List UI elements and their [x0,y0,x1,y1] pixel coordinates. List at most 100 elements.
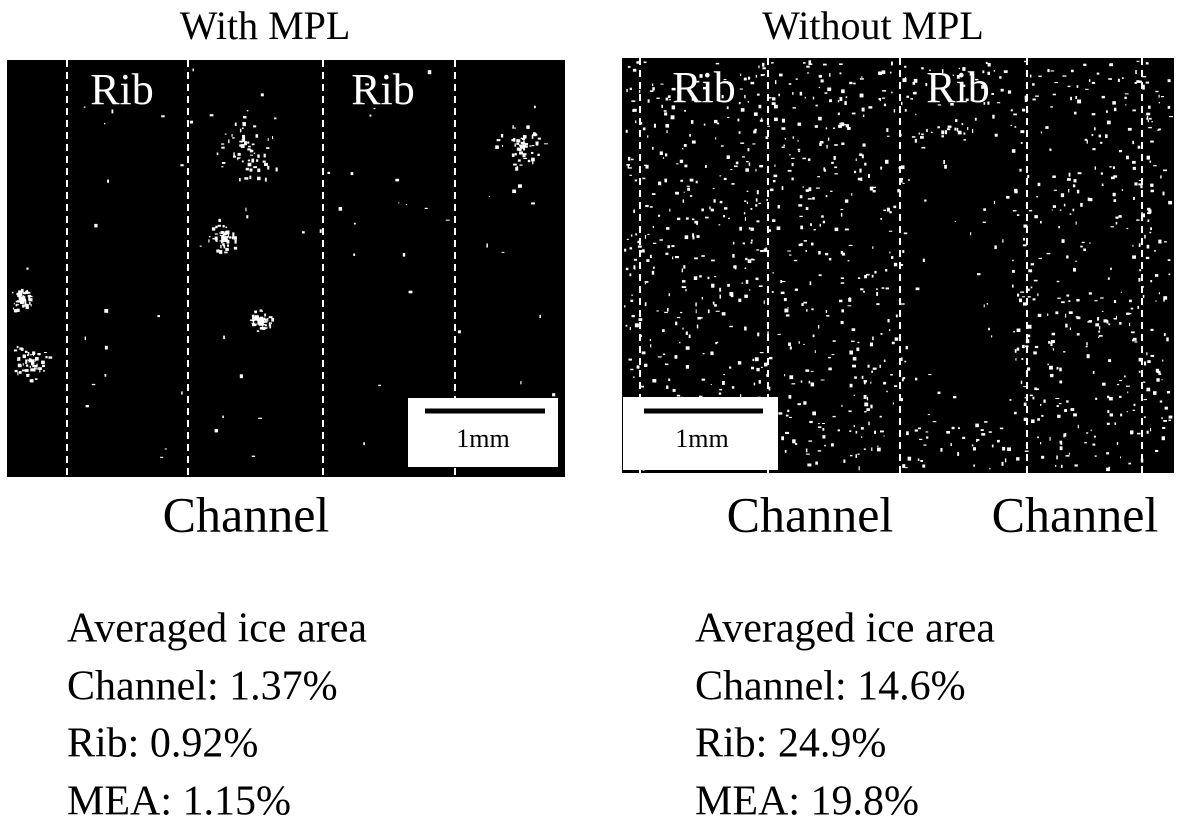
ice-speck [829,73,830,77]
ice-speck [713,188,715,189]
ice-speck [495,145,499,149]
ice-speck [753,130,756,133]
ice-speck [650,339,651,341]
ice-speck [704,124,706,126]
ice-speck [237,158,238,160]
ice-speck [526,146,528,148]
ice-speck [1015,358,1016,360]
ice-speck [26,361,28,363]
ice-speck [1154,250,1156,251]
ice-speck [838,429,840,431]
ice-speck [656,98,659,99]
ice-speck [523,153,526,157]
ice-speck [752,359,754,361]
ice-speck [181,391,183,394]
ice-speck [1073,209,1075,212]
ice-speck [637,241,639,243]
ice-speck [957,452,959,456]
ice-speck [22,305,25,308]
ice-speck [446,220,450,221]
ice-speck [225,134,227,135]
ice-speck [1160,401,1162,403]
ice-speck [1158,373,1161,375]
ice-speck [740,89,743,90]
ice-speck [1041,456,1044,459]
ice-speck [684,165,687,168]
ice-speck [276,168,278,172]
ice-speck [685,235,689,239]
ice-speck [689,335,691,339]
ice-speck [1115,422,1117,425]
ice-speck [895,337,899,340]
ice-speck [1047,69,1049,72]
ice-speck [731,183,734,185]
ice-speck [881,333,883,335]
ice-speck [652,87,655,90]
ice-speck [29,358,30,361]
ice-speck [630,247,633,249]
ice-speck [353,254,355,256]
ice-speck [1077,100,1081,104]
ice-speck [19,371,22,374]
ice-speck [665,364,669,366]
ice-speck [221,143,224,144]
ice-speck [862,155,864,159]
ice-speck [752,143,755,144]
ice-speck [1089,79,1090,82]
ice-speck [741,108,745,112]
ice-speck [658,182,661,186]
ice-speck [849,82,852,84]
ice-speck [702,379,706,381]
ice-speck [210,114,214,116]
ice-speck [1071,408,1075,411]
ice-speck [789,83,792,85]
ice-speck [682,268,683,272]
ice-speck [1114,300,1116,303]
ice-speck [650,255,652,258]
ice-speck [819,87,820,88]
ice-speck [872,337,874,341]
ice-speck [1122,189,1123,191]
ice-speck [754,383,756,386]
ice-speck [1150,428,1151,431]
ice-speck [839,123,840,125]
ice-speck [225,241,229,242]
ice-speck [981,433,985,436]
ice-speck [757,333,759,337]
ice-speck [840,209,843,210]
ice-speck [948,126,952,128]
ice-speck [997,440,1000,443]
ice-speck [39,370,40,373]
ice-speck [190,121,193,124]
ice-speck [1133,197,1135,200]
ice-speck [1071,70,1074,73]
ice-speck [873,368,877,370]
ice-speck [1114,108,1116,112]
ice-speck [22,295,24,297]
ice-speck [1119,322,1121,325]
ice-speck [894,109,895,112]
ice-speck [814,229,816,230]
ice-speck [378,385,381,386]
ice-speck [215,233,218,234]
ice-speck [1164,241,1167,242]
ice-speck [502,252,505,253]
ice-speck [833,128,835,129]
ice-speck [880,365,881,368]
ice-speck [732,386,735,389]
ice-speck [486,244,488,248]
ice-speck [1106,110,1108,112]
ice-speck [955,119,957,122]
ice-speck [250,155,253,156]
ice-speck [742,282,743,284]
ice-speck [512,128,516,129]
ice-speck [161,115,165,117]
ice-speck [260,309,263,310]
ice-speck [684,192,685,193]
ice-speck [525,143,528,145]
ice-speck [1102,96,1105,98]
ice-speck [664,179,667,183]
ice-speck [660,84,663,85]
ice-speck [635,323,639,327]
ice-speck [1060,446,1063,450]
